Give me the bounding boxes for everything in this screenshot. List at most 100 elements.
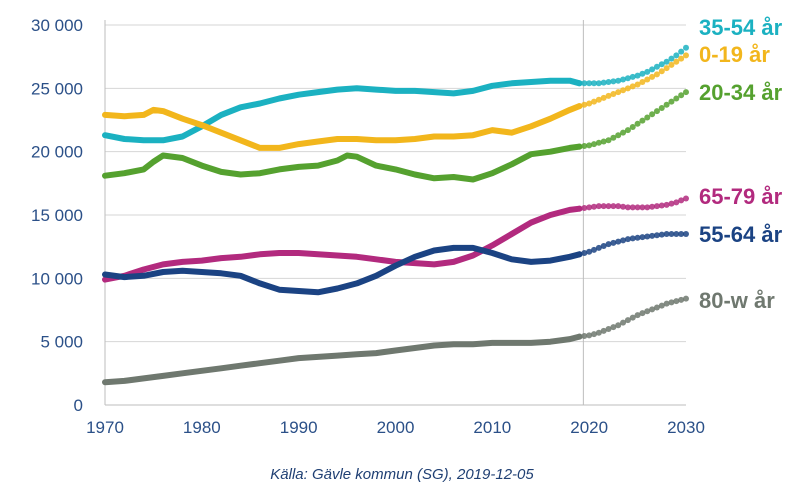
forecast-dot	[649, 306, 656, 313]
forecast-dot	[658, 231, 665, 238]
series-label: 65-79 år	[699, 184, 783, 209]
forecast-dot	[658, 68, 665, 75]
forecast-dot	[653, 71, 660, 78]
forecast-dot	[605, 241, 612, 248]
forecast-dot	[639, 79, 646, 85]
forecast-dot	[683, 89, 689, 96]
forecast-dot	[610, 324, 617, 331]
forecast-dot	[678, 231, 685, 237]
forecast-dot	[591, 246, 598, 253]
forecast-dot	[668, 299, 675, 306]
series-label: 0-19 år	[699, 42, 770, 67]
forecast-dot	[581, 142, 588, 149]
forecast-dot	[591, 80, 598, 87]
forecast-dot	[668, 231, 675, 237]
forecast-dot	[600, 327, 607, 334]
forecast-dot	[624, 236, 631, 243]
forecast-dot	[591, 331, 598, 338]
forecast-dot	[658, 61, 665, 68]
forecast-dot	[620, 87, 627, 94]
forecast-dot	[586, 100, 593, 107]
forecast-dot	[620, 129, 627, 136]
series-line	[102, 77, 583, 144]
forecast-dot	[683, 295, 689, 302]
forecast-dot	[595, 244, 602, 251]
x-tick-label: 1990	[280, 418, 318, 437]
forecast-dot	[615, 77, 622, 84]
forecast-dot	[644, 114, 651, 121]
y-tick-label: 0	[74, 396, 83, 415]
forecast-dot	[649, 111, 656, 118]
forecast-dot	[629, 83, 636, 90]
forecast-dot	[649, 66, 656, 73]
forecast-dot	[658, 104, 665, 111]
x-tick-label: 1980	[183, 418, 221, 437]
forecast-dot	[678, 48, 685, 55]
forecast-dot	[673, 298, 680, 305]
forecast-dot	[600, 94, 607, 101]
forecast-dot	[663, 231, 670, 237]
forecast-dot	[620, 319, 627, 326]
forecast-dot	[629, 235, 636, 242]
forecast-dot	[624, 317, 631, 324]
forecast-dot	[624, 204, 631, 211]
forecast-dot	[668, 55, 675, 62]
series-line	[102, 333, 583, 386]
forecast-dot	[586, 80, 593, 87]
forecast-dot	[683, 52, 689, 59]
y-tick-label: 15 000	[31, 206, 83, 225]
forecast-dot	[653, 63, 660, 70]
forecast-dot	[678, 92, 685, 99]
forecast-dot	[634, 204, 641, 211]
forecast-dot	[595, 329, 602, 336]
forecast-dot	[615, 322, 622, 329]
forecast-dot	[610, 78, 617, 85]
forecast-dot	[600, 138, 607, 145]
forecast-dot	[658, 302, 665, 309]
forecast-dot	[629, 123, 636, 130]
forecast-dot	[581, 332, 588, 339]
series-labels: 35-54 år0-19 år 20-34 år 65-79 år 55-64 år 8…	[699, 15, 783, 313]
forecast-dot	[591, 203, 598, 210]
forecast-dot	[620, 76, 627, 83]
forecast-dot	[683, 231, 689, 237]
forecast-dot	[634, 72, 641, 79]
forecast-dot	[576, 205, 583, 212]
forecast-dot	[683, 195, 689, 202]
series-line	[102, 244, 583, 296]
x-tick-label: 2030	[667, 418, 705, 437]
forecast-dot	[600, 79, 607, 86]
forecast-dot	[576, 143, 583, 150]
forecast-dot	[673, 52, 680, 59]
forecast-dot	[581, 205, 588, 212]
forecast-dot	[615, 238, 622, 245]
forecast-dot	[610, 134, 617, 141]
forecast-dot	[595, 139, 602, 146]
forecast-dot	[595, 80, 602, 87]
forecast-dot	[653, 304, 660, 311]
forecast-dot	[620, 237, 627, 244]
forecast-dot	[615, 89, 622, 96]
grid-lines	[105, 20, 686, 405]
forecast-dot	[624, 127, 631, 134]
forecast-dot	[678, 197, 685, 204]
forecast-dot	[610, 91, 617, 98]
series-label: 80-w år	[699, 288, 775, 313]
forecast-dot	[629, 73, 636, 80]
forecast-dot	[581, 250, 588, 256]
y-tick-label: 5 000	[40, 333, 83, 352]
forecast-dot	[644, 68, 651, 75]
forecast-dot	[639, 70, 646, 77]
forecast-dot	[615, 203, 622, 210]
forecast-dot	[668, 98, 675, 105]
series-line	[102, 103, 583, 151]
forecast-dot	[678, 296, 685, 303]
forecast-dot	[644, 204, 651, 211]
forecast-dot	[576, 103, 583, 110]
forecast-dot	[673, 199, 680, 206]
forecast-dot	[605, 203, 612, 210]
forecast-dot	[600, 243, 607, 250]
series-label: 55-64 år	[699, 222, 783, 247]
forecast-dot	[663, 58, 670, 65]
